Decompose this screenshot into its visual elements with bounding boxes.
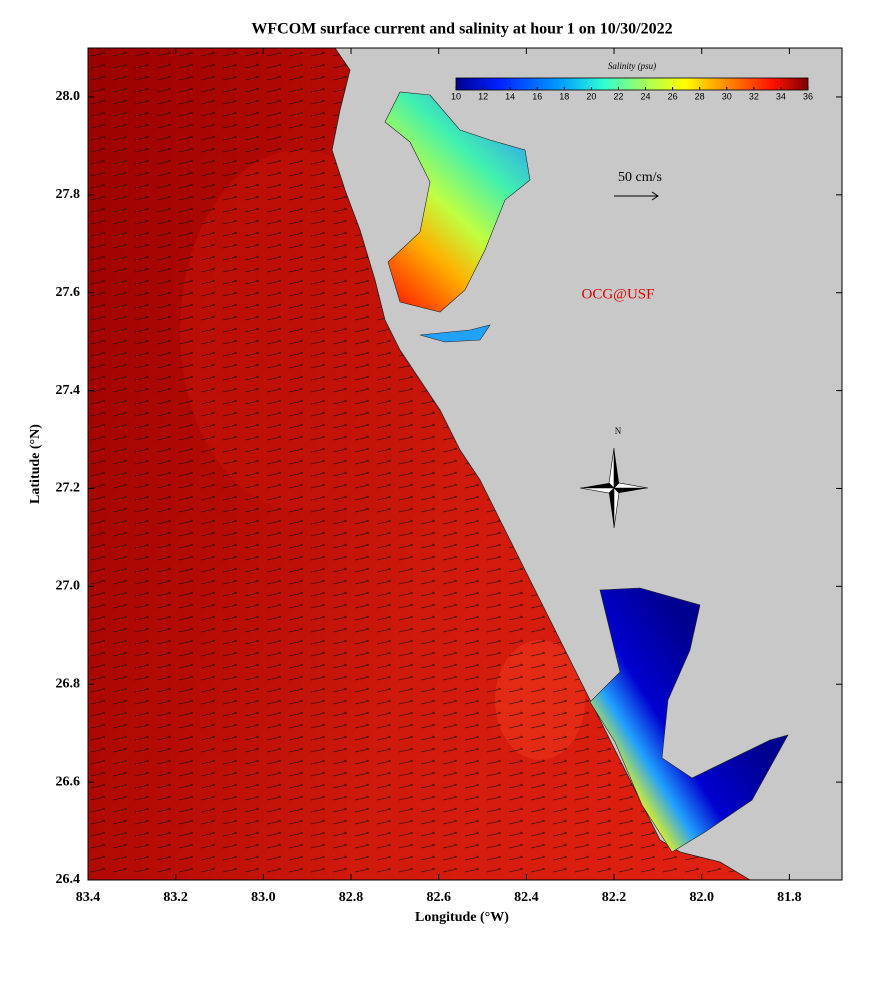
colorbar-tick-label: 14 — [505, 91, 515, 101]
colorbar-tick-label: 34 — [776, 91, 786, 101]
scale-label: 50 cm/s — [618, 170, 662, 185]
manatee-river — [419, 324, 491, 343]
y-tick-label: 27.0 — [56, 579, 81, 594]
tampa-bay — [384, 91, 531, 313]
map-area: 50 cm/s OCG@USF N Salinity (psu) — [88, 48, 842, 880]
x-tick-label: 82.4 — [514, 890, 539, 905]
charlotte-harbor — [589, 587, 789, 853]
y-tick-label: 26.8 — [56, 676, 81, 691]
y-tick-label: 27.6 — [56, 285, 81, 300]
y-tick-label: 26.6 — [56, 774, 81, 789]
y-tick-label: 27.2 — [56, 481, 81, 496]
colorbar-tick-label: 16 — [532, 91, 542, 101]
north-label: N — [615, 426, 622, 436]
colorbar-tick-label: 26 — [668, 91, 678, 101]
colorbar-tick-label: 18 — [559, 91, 569, 101]
x-tick-label: 82.6 — [426, 890, 451, 905]
colorbar — [455, 77, 809, 91]
y-tick-label: 27.8 — [56, 187, 81, 202]
x-tick-label: 83.0 — [251, 890, 276, 905]
credit: OCG@USF — [581, 286, 654, 302]
x-axis-label: Longitude (°W) — [415, 910, 509, 925]
x-tick-label: 83.2 — [163, 890, 188, 905]
x-tick-label: 82.0 — [689, 890, 714, 905]
colorbar-tick-label: 20 — [586, 91, 596, 101]
colorbar-tick-label: 22 — [613, 91, 623, 101]
colorbar-tick-label: 30 — [722, 91, 732, 101]
y-tick-label: 26.4 — [56, 872, 81, 887]
y-tick-label: 27.4 — [56, 383, 81, 398]
x-tick-label: 82.2 — [602, 890, 627, 905]
y-axis-label: Latitude (°N) — [28, 424, 43, 504]
colorbar-tick-label: 36 — [803, 91, 813, 101]
x-tick-label: 82.8 — [339, 890, 364, 905]
plot-frame — [87, 47, 843, 881]
x-tick-label: 83.4 — [76, 890, 101, 905]
colorbar-tick-label: 28 — [695, 91, 705, 101]
colorbar-label: Salinity (psu) — [608, 61, 656, 71]
scale-arrowhead — [651, 191, 659, 201]
y-tick-label: 28.0 — [56, 89, 81, 104]
colorbar-tick-label: 12 — [478, 91, 488, 101]
colorbar-tick-label: 24 — [641, 91, 651, 101]
compass-rose — [579, 447, 649, 529]
colorbar-tick-label: 10 — [451, 91, 461, 101]
map-title: WFCOM surface current and salinity at ho… — [251, 21, 672, 38]
x-tick-label: 81.8 — [777, 890, 802, 905]
colorbar-tick-label: 32 — [749, 91, 759, 101]
